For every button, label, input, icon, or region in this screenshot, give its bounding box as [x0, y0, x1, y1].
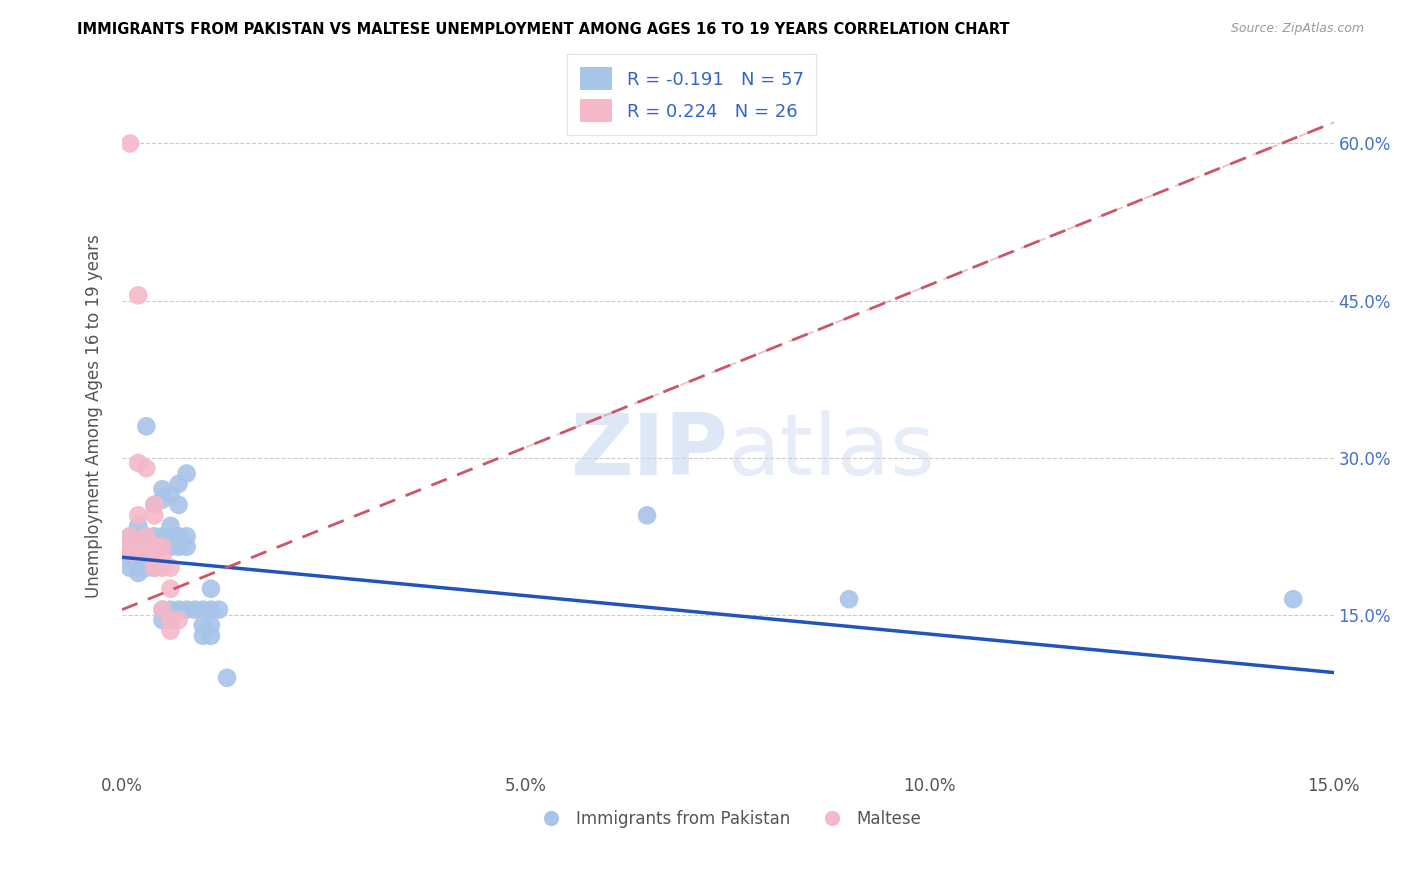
Point — [135, 560, 157, 574]
Point — [636, 508, 658, 523]
Point — [143, 508, 166, 523]
Point — [176, 602, 198, 616]
Point — [191, 602, 214, 616]
Point — [200, 582, 222, 596]
Point — [127, 540, 149, 554]
Point — [127, 519, 149, 533]
Point — [120, 540, 142, 554]
Point — [152, 550, 174, 565]
Point — [135, 540, 157, 554]
Point — [120, 560, 142, 574]
Point — [135, 419, 157, 434]
Point — [167, 477, 190, 491]
Point — [152, 560, 174, 574]
Point — [120, 545, 142, 559]
Point — [152, 540, 174, 554]
Point — [200, 618, 222, 632]
Point — [159, 540, 181, 554]
Point — [167, 613, 190, 627]
Y-axis label: Unemployment Among Ages 16 to 19 years: Unemployment Among Ages 16 to 19 years — [86, 234, 103, 598]
Point — [159, 582, 181, 596]
Point — [159, 487, 181, 501]
Point — [120, 136, 142, 151]
Point — [135, 529, 157, 543]
Point — [159, 519, 181, 533]
Point — [152, 602, 174, 616]
Text: IMMIGRANTS FROM PAKISTAN VS MALTESE UNEMPLOYMENT AMONG AGES 16 TO 19 YEARS CORRE: IMMIGRANTS FROM PAKISTAN VS MALTESE UNEM… — [77, 22, 1010, 37]
Point — [143, 545, 166, 559]
Point — [135, 556, 157, 570]
Point — [159, 529, 181, 543]
Point — [176, 467, 198, 481]
Point — [135, 529, 157, 543]
Point — [200, 602, 222, 616]
Text: ZIP: ZIP — [569, 410, 728, 493]
Point — [143, 540, 166, 554]
Point — [215, 671, 238, 685]
Point — [120, 540, 142, 554]
Point — [127, 545, 149, 559]
Point — [127, 529, 149, 543]
Point — [191, 629, 214, 643]
Point — [167, 534, 190, 549]
Point — [143, 498, 166, 512]
Point — [143, 534, 166, 549]
Point — [152, 492, 174, 507]
Point — [127, 550, 149, 565]
Point — [143, 560, 166, 574]
Point — [127, 456, 149, 470]
Point — [135, 461, 157, 475]
Point — [159, 602, 181, 616]
Point — [159, 613, 181, 627]
Point — [176, 529, 198, 543]
Point — [135, 540, 157, 554]
Point — [152, 482, 174, 496]
Point — [120, 529, 142, 543]
Point — [1282, 592, 1305, 607]
Point — [127, 560, 149, 574]
Point — [127, 508, 149, 523]
Point — [152, 602, 174, 616]
Point — [167, 498, 190, 512]
Point — [152, 529, 174, 543]
Point — [159, 613, 181, 627]
Point — [127, 288, 149, 302]
Legend: Immigrants from Pakistan, Maltese: Immigrants from Pakistan, Maltese — [527, 804, 928, 835]
Text: atlas: atlas — [728, 410, 936, 493]
Point — [143, 556, 166, 570]
Point — [143, 556, 166, 570]
Point — [184, 602, 207, 616]
Point — [167, 529, 190, 543]
Text: Source: ZipAtlas.com: Source: ZipAtlas.com — [1230, 22, 1364, 36]
Point — [120, 529, 142, 543]
Point — [191, 618, 214, 632]
Point — [135, 545, 157, 559]
Point — [143, 498, 166, 512]
Point — [143, 529, 166, 543]
Point — [159, 624, 181, 638]
Point — [152, 613, 174, 627]
Point — [152, 540, 174, 554]
Point — [176, 540, 198, 554]
Point — [838, 592, 860, 607]
Point — [167, 602, 190, 616]
Point — [143, 560, 166, 574]
Point — [127, 566, 149, 580]
Point — [167, 540, 190, 554]
Point — [120, 550, 142, 565]
Point — [127, 540, 149, 554]
Point — [159, 560, 181, 574]
Point — [208, 602, 231, 616]
Point — [200, 629, 222, 643]
